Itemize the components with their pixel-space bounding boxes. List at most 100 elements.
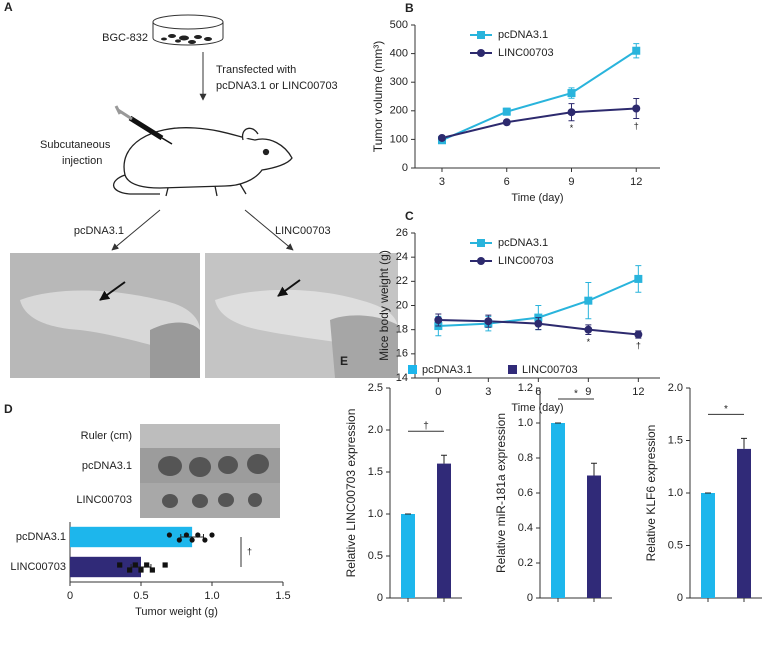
bar	[551, 423, 565, 598]
arrow	[111, 209, 161, 251]
tumor-photo	[140, 424, 280, 518]
cell-line: BGC-832	[102, 32, 148, 44]
y-tick-label: 100	[390, 133, 408, 145]
x-axis-label: Time (day)	[511, 192, 563, 204]
y-tick-label: LINC00703	[10, 561, 66, 573]
bar	[401, 514, 415, 598]
y-tick-label: 14	[396, 372, 408, 384]
y-tick-label: 1.0	[368, 508, 383, 520]
y-tick-label: 300	[390, 76, 408, 88]
legend-marker	[477, 257, 485, 265]
error-bar	[741, 437, 747, 449]
y-tick-label: 0.4	[518, 522, 533, 534]
legend-label: LINC00703	[498, 47, 554, 59]
error-bar	[441, 454, 447, 464]
data-point	[632, 104, 641, 113]
x-tick-label: 1.0	[204, 590, 219, 602]
y-tick-label: 1.0	[518, 417, 533, 429]
x-tick-label: 9	[585, 386, 591, 398]
step-text: Transfected with	[216, 64, 296, 76]
panel-label: C	[405, 209, 414, 223]
legend-label: LINC00703	[522, 364, 578, 376]
y-tick-label: 0.2	[518, 557, 533, 569]
legend-swatch	[408, 365, 417, 374]
photo-label: LINC00703	[76, 494, 132, 506]
y-tick-label: 400	[390, 48, 408, 60]
x-tick-label: 0.5	[133, 590, 148, 602]
data-point	[484, 317, 493, 326]
bar	[437, 463, 451, 598]
significance-mark: *	[724, 404, 728, 415]
series-line	[441, 49, 637, 142]
x-tick-label: 1.5	[275, 590, 290, 602]
y-axis-label: Relative LINC00703 expression	[344, 409, 358, 578]
data-point	[502, 107, 511, 116]
mouse-photo	[205, 253, 398, 378]
panel-label: D	[4, 402, 13, 416]
y-tick-label: 1.5	[368, 466, 383, 478]
y-tick-label: 1.2	[518, 382, 533, 394]
photo-label: pcDNA3.1	[82, 460, 132, 472]
data-point	[189, 537, 195, 543]
data-point	[127, 567, 133, 573]
y-tick-label: 2.0	[668, 382, 683, 394]
bar	[70, 526, 193, 548]
x-axis-label: Time (day)	[511, 402, 563, 414]
legend-label: pcDNA3.1	[422, 364, 472, 376]
significance-mark: *	[587, 337, 591, 347]
group-label: LINC00703	[275, 225, 331, 237]
legend-marker	[477, 239, 485, 247]
step-text: Subcutaneous	[40, 139, 111, 151]
legend-label: pcDNA3.1	[498, 237, 548, 249]
significance-mark: *	[570, 123, 574, 133]
syringe	[114, 105, 173, 145]
group-label: pcDNA3.1	[74, 225, 124, 237]
mouse-photo	[10, 253, 200, 378]
data-point	[502, 118, 511, 127]
step-text: pcDNA3.1 or LINC00703	[216, 80, 338, 92]
data-point	[149, 567, 155, 573]
significance-mark: †	[636, 341, 641, 351]
bar	[70, 556, 141, 578]
y-tick-label: 2.0	[368, 424, 383, 436]
data-point	[534, 319, 543, 328]
bar	[701, 493, 715, 598]
significance-mark: *	[574, 389, 578, 400]
y-tick-label: pcDNA3.1	[16, 531, 66, 543]
data-point	[183, 532, 190, 538]
x-tick-label: 3	[439, 176, 445, 188]
x-tick-label: 6	[504, 176, 510, 188]
bar	[737, 448, 751, 598]
series-line	[441, 107, 637, 139]
data-point	[567, 89, 576, 98]
x-tick-label: 6	[535, 386, 541, 398]
data-point	[434, 316, 443, 324]
legend-swatch	[508, 365, 517, 374]
y-tick-label: 26	[396, 227, 408, 239]
y-tick-label: 16	[396, 348, 408, 360]
panel-a: A BGC-832 Transfected with pcDNA3.1 or L…	[4, 0, 398, 378]
y-tick-label: 22	[396, 275, 408, 287]
y-axis-label: Relative KLF6 expression	[644, 425, 658, 562]
y-axis-label: Mice body weight (g)	[377, 250, 391, 361]
x-tick-label: 3	[485, 386, 491, 398]
y-tick-label: 0	[527, 592, 533, 604]
x-tick-label: 0	[435, 386, 441, 398]
x-tick-label: 9	[568, 176, 574, 188]
y-tick-label: 0.5	[668, 539, 683, 551]
data-point	[584, 325, 593, 334]
arrow	[244, 209, 294, 251]
data-point	[437, 133, 446, 142]
x-axis-label: Tumor weight (g)	[135, 606, 218, 618]
data-point	[202, 537, 208, 543]
y-tick-label: 0.6	[518, 487, 533, 499]
panel-label: A	[4, 0, 13, 14]
y-tick-label: 0.5	[368, 550, 383, 562]
error-bar	[591, 462, 597, 476]
data-point	[195, 532, 201, 538]
y-axis-label: Tumor volume (mm³)	[371, 41, 385, 153]
y-tick-label: 1.0	[668, 487, 683, 499]
data-point	[144, 562, 150, 568]
data-point	[138, 567, 144, 573]
